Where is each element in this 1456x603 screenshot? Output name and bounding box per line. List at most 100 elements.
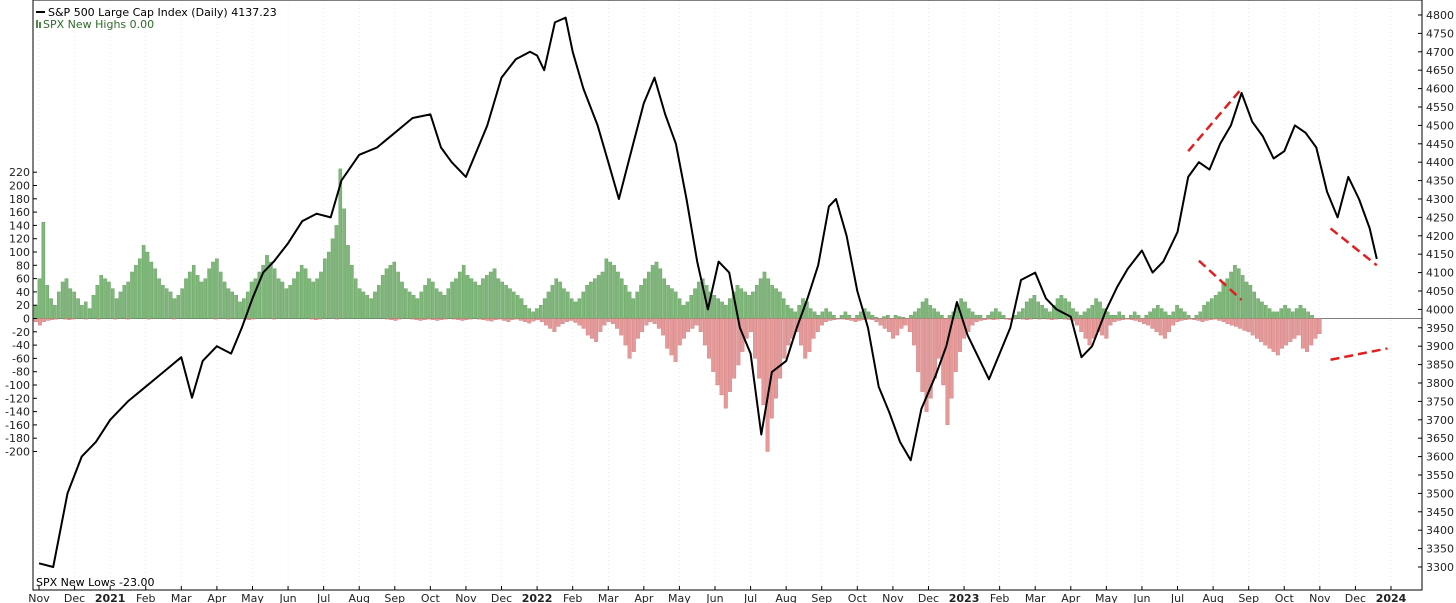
new-lows-bar	[581, 318, 586, 329]
x-tick-label: May	[668, 592, 691, 603]
new-lows-bar	[656, 318, 661, 329]
left-tick-label: 160	[9, 206, 30, 219]
x-tick-label: Feb	[563, 592, 582, 603]
new-lows-bar	[1062, 318, 1067, 320]
new-lows-bar	[577, 318, 582, 326]
new-lows-bar	[882, 318, 887, 329]
new-highs-bar	[604, 258, 609, 319]
new-highs-bar	[581, 291, 586, 319]
new-lows-bar	[1079, 318, 1084, 332]
x-tick-label: Aug	[775, 592, 796, 603]
right-tick-label: 4750	[1426, 27, 1454, 40]
new-highs-bar	[550, 285, 555, 319]
new-lows-bar	[602, 318, 607, 326]
new-highs-bar	[1136, 315, 1141, 319]
axes: 220200180160140120100806040200-20-40-60-…	[5, 0, 1454, 603]
x-tick-label: Apr	[207, 592, 227, 603]
x-tick-label: 2022	[522, 592, 553, 603]
new-highs-bar	[774, 288, 778, 319]
right-tick-label: 4100	[1426, 267, 1454, 280]
new-highs-bar	[751, 291, 755, 319]
new-highs-bar	[1032, 295, 1037, 319]
new-highs-bar	[816, 315, 821, 319]
new-highs-bar	[824, 308, 828, 319]
new-lows-bar	[552, 318, 557, 332]
new-lows-bar	[886, 318, 891, 332]
new-highs-bar	[407, 291, 412, 319]
new-lows-bar	[1024, 318, 1029, 320]
new-lows-bar	[1221, 318, 1226, 322]
new-lows-bar	[514, 318, 519, 320]
new-lows-bar	[38, 318, 42, 326]
new-highs-bar	[897, 316, 902, 319]
new-lows-bar	[1121, 318, 1126, 320]
new-highs-bar	[519, 298, 524, 319]
new-lows-bar	[1050, 318, 1054, 320]
new-lows-bar	[42, 318, 47, 322]
new-lows-bar	[531, 318, 536, 322]
new-lows-bar	[334, 318, 339, 320]
new-lows-bar	[397, 318, 402, 320]
new-highs-bar	[1260, 301, 1264, 319]
right-tick-label: 4150	[1426, 248, 1454, 261]
new-lows-bar	[1087, 318, 1092, 346]
right-tick-label: 3600	[1426, 451, 1454, 464]
new-highs-bar	[1109, 315, 1114, 319]
new-highs-bar	[677, 298, 682, 319]
new-highs-bar	[103, 278, 107, 319]
new-highs-bar	[573, 301, 578, 319]
right-tick-label: 3950	[1426, 322, 1454, 335]
new-highs-bar	[280, 281, 285, 319]
new-highs-bar	[238, 301, 242, 319]
x-tick-label: Sep	[1238, 592, 1259, 603]
new-lows-bar	[489, 318, 494, 322]
new-highs-bar	[64, 278, 69, 319]
new-highs-bar	[400, 281, 404, 319]
new-highs-bar	[323, 258, 327, 319]
new-highs-bar	[195, 275, 200, 319]
new-highs-bar	[778, 291, 782, 319]
new-lows-bar	[606, 318, 611, 322]
new-highs-bar	[1171, 311, 1176, 319]
new-highs-bar	[107, 281, 111, 319]
new-highs-bar	[41, 221, 46, 319]
new-highs-bar	[512, 291, 516, 319]
new-highs-bar	[242, 298, 246, 319]
new-lows-bar	[811, 318, 816, 339]
new-highs-bar	[866, 311, 871, 319]
new-highs-bar	[940, 315, 944, 319]
new-lows-bar	[1217, 318, 1222, 321]
new-highs-bar	[828, 311, 832, 319]
new-highs-bar	[539, 305, 543, 319]
new-lows-bar	[1267, 318, 1272, 349]
new-lows-bar	[849, 318, 854, 321]
new-highs-bar	[261, 265, 265, 319]
x-tick-label: Jun	[1132, 592, 1150, 603]
lows-rising-trend-line	[1330, 347, 1388, 361]
x-tick-label: 2023	[949, 592, 980, 603]
new-highs-bar	[226, 288, 231, 319]
new-lows-bar	[907, 318, 912, 332]
new-highs-bar	[1117, 311, 1122, 319]
new-lows-bar	[857, 318, 862, 321]
left-tick-label: -40	[12, 339, 30, 352]
new-highs-bar	[288, 285, 292, 319]
new-lows-bar	[1045, 318, 1050, 320]
new-highs-bar	[207, 268, 211, 319]
new-highs-bar	[458, 271, 462, 319]
new-highs-bar	[56, 291, 61, 319]
new-highs-bar	[986, 315, 990, 319]
new-highs-bar	[913, 311, 917, 319]
new-lows-bar	[71, 318, 76, 320]
new-highs-bar	[1229, 271, 1233, 319]
new-lows-bar	[991, 318, 996, 320]
new-highs-bar	[415, 298, 420, 319]
new-lows-bar	[744, 318, 749, 339]
new-highs-bar	[1294, 308, 1299, 319]
new-highs-bar	[488, 271, 493, 319]
new-highs-bar	[843, 311, 848, 319]
left-tick-label: 20	[16, 299, 30, 312]
new-lows-bar	[786, 318, 791, 346]
new-highs-bar	[384, 268, 389, 319]
new-highs-bar	[600, 271, 605, 319]
